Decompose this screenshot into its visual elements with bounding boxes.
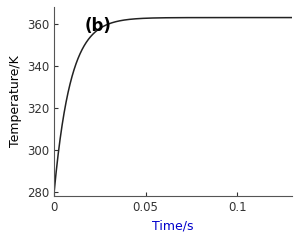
X-axis label: Time/s: Time/s xyxy=(152,219,194,232)
Text: (b): (b) xyxy=(85,17,112,34)
Y-axis label: Temperature/K: Temperature/K xyxy=(8,56,21,147)
